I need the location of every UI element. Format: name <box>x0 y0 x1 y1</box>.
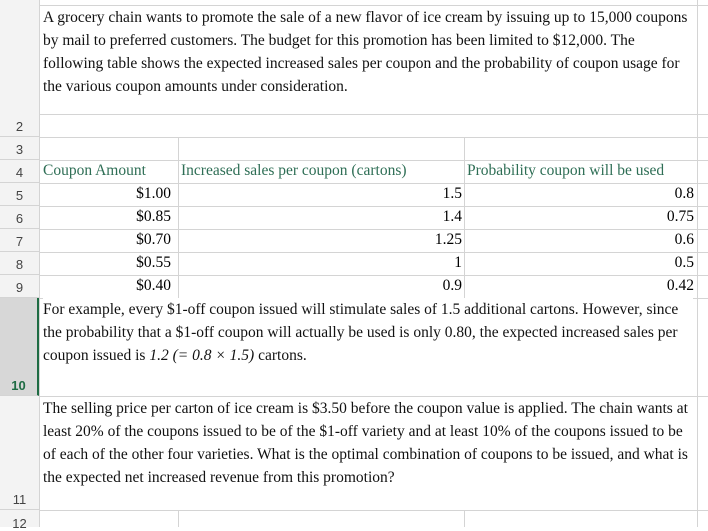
cell-probability[interactable]: 0.8 <box>674 185 694 202</box>
row-header-12[interactable]: 12 <box>0 510 39 531</box>
cell-increased-sales[interactable]: 1 <box>454 254 462 271</box>
grid-line <box>39 275 708 276</box>
grid-line <box>39 183 708 184</box>
grid-line <box>178 510 179 527</box>
row-header-10[interactable]: 10 <box>0 298 39 396</box>
cell-increased-sales[interactable]: 1.4 <box>442 208 462 225</box>
grid-line <box>39 160 708 161</box>
row-header-11[interactable]: 11 <box>0 396 39 510</box>
cell-coupon-amount[interactable]: $0.70 <box>136 231 171 248</box>
example-text-end: cartons. <box>254 347 307 364</box>
cell-coupon-amount[interactable]: $1.00 <box>136 185 171 202</box>
row-header-2[interactable]: 2 <box>0 114 39 137</box>
grid-line <box>697 0 698 527</box>
grid-line <box>39 206 708 207</box>
row-header-4[interactable]: 4 <box>0 160 39 183</box>
header-probability[interactable]: Probability coupon will be used <box>467 162 665 179</box>
cell-probability[interactable]: 0.6 <box>674 231 694 248</box>
cell-increased-sales[interactable]: 0.9 <box>442 277 462 294</box>
question-text-cell[interactable]: The selling price per carton of ice crea… <box>43 397 693 489</box>
cell-increased-sales[interactable]: 1.25 <box>434 231 462 248</box>
grid-line <box>39 0 40 527</box>
cell-coupon-amount[interactable]: $0.85 <box>136 208 171 225</box>
cell-probability[interactable]: 0.42 <box>666 277 694 294</box>
row-header-7[interactable]: 7 <box>0 229 39 252</box>
header-coupon-amount[interactable]: Coupon Amount <box>43 162 146 179</box>
row-header-8[interactable]: 8 <box>0 252 39 275</box>
cell-probability[interactable]: 0.75 <box>666 208 694 225</box>
example-text-cell[interactable]: For example, every $1-off coupon issued … <box>43 298 693 367</box>
intro-text-cell[interactable]: A grocery chain wants to promote the sal… <box>43 6 693 98</box>
grid-line <box>464 137 465 298</box>
grid-line <box>39 114 708 115</box>
grid-line <box>464 510 465 527</box>
cell-coupon-amount[interactable]: $0.55 <box>136 254 171 271</box>
grid-line <box>178 137 179 298</box>
grid-line <box>39 137 708 138</box>
grid-line <box>39 229 708 230</box>
grid-line <box>39 510 708 511</box>
grid-line <box>39 5 708 6</box>
row-header-9[interactable]: 9 <box>0 275 39 298</box>
cell-probability[interactable]: 0.5 <box>674 254 694 271</box>
row-header-5[interactable]: 5 <box>0 183 39 206</box>
example-formula: 1.2 (= 0.8 × 1.5) <box>149 347 255 364</box>
cell-coupon-amount[interactable]: $0.40 <box>136 277 171 294</box>
cell-increased-sales[interactable]: 1.5 <box>442 185 462 202</box>
header-increased-sales[interactable]: Increased sales per coupon (cartons) <box>181 162 407 179</box>
row-header-6[interactable]: 6 <box>0 206 39 229</box>
example-text: For example, every $1-off coupon issued … <box>43 301 679 364</box>
row-header-3[interactable]: 3 <box>0 137 39 160</box>
grid-line <box>39 252 708 253</box>
grid-line <box>39 396 708 397</box>
